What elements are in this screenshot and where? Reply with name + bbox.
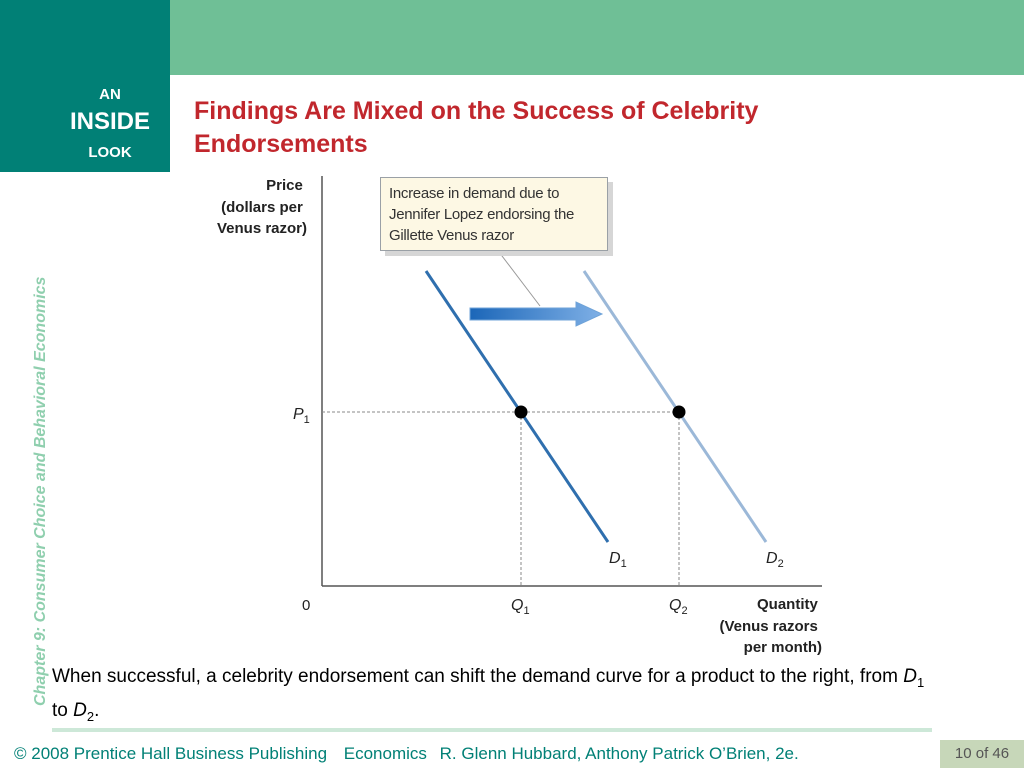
point-q2 [672,405,686,419]
q1-label: Q1 [511,597,530,617]
footer-authors: R. Glenn Hubbard, Anthony Patrick O’Brie… [439,744,799,763]
y-axis-label: Price (dollars per Venus razor) [217,177,307,237]
page-number: 10 of 46 [940,740,1024,768]
callout-pointer [498,251,541,307]
caption-d2: D [73,699,87,721]
footer-copyright: © 2008 Prentice Hall Business Publishing [14,744,328,763]
badge-inside: INSIDE [69,108,150,135]
caption-d2-sub: 2 [86,708,95,724]
caption-text-c: . [94,699,100,721]
demand-curve-d2 [582,270,768,543]
slide-title: Findings Are Mixed on the Success of Cel… [194,97,759,158]
footer-book: Economics [343,744,427,763]
q2-label: Q2 [669,597,688,617]
badge-look: LOOK [88,144,132,161]
d1-label: D1 [609,550,627,570]
caption-text-a: When successful, a celebrity endorsement… [52,666,904,687]
caption-d1: D [903,666,917,687]
p1-label: P1 [293,406,310,426]
point-q1 [514,405,528,419]
footer-rule [52,728,932,732]
d2-label: D2 [766,550,784,570]
inside-look-badge: AN INSIDE LOOK [0,0,170,172]
x-axis-label: Quantity (Venus razors per month) [719,596,822,656]
badge-an: AN [99,86,121,103]
demand-curve-d1 [424,270,610,543]
header-band [170,0,1024,75]
slide-caption: When successful, a celebrity endorsement… [52,663,932,731]
caption-d1-sub: 1 [916,674,925,690]
caption-text-b: to [52,699,74,721]
origin-label: 0 [302,597,310,614]
shift-arrow [469,301,604,327]
footer-credits: © 2008 Prentice Hall Business Publishing… [14,744,811,764]
callout-box: Increase in demand due to Jennifer Lopez… [380,177,608,251]
